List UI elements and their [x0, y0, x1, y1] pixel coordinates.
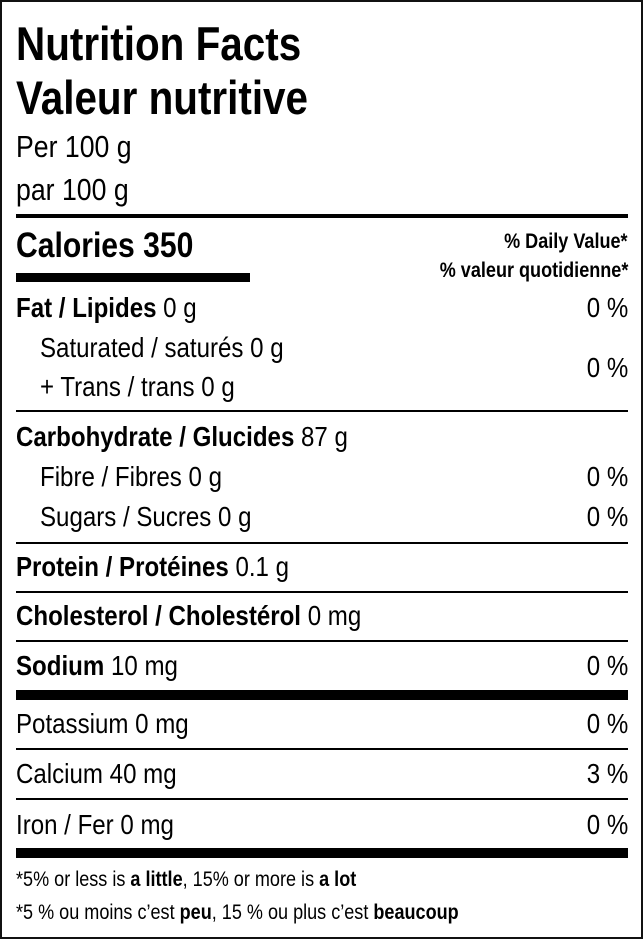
calcium-label: Calcium — [16, 758, 103, 789]
title-fr: Valeur nutritive — [16, 71, 309, 124]
potassium-dv: 0 % — [586, 708, 628, 739]
divider-thick — [16, 690, 628, 700]
trans-row: + Trans / trans 0 g — [40, 373, 235, 401]
divider — [16, 410, 628, 412]
sodium-amount: 10 mg — [110, 650, 178, 681]
carbohydrate-label: Carbohydrate / Glucides — [16, 421, 295, 452]
calories: Calories 350 — [16, 228, 193, 263]
fat-label: Fat / Lipides — [16, 292, 157, 323]
cholesterol-label: Cholesterol / Cholestérol — [16, 600, 302, 631]
sodium-dv: 0 % — [586, 650, 628, 681]
fat-amount: 0 g — [163, 292, 197, 323]
footnote-text: , 15% or more is — [182, 868, 320, 891]
carbohydrate-row: Carbohydrate / Glucides 87 g — [16, 423, 348, 451]
sugars-amount: 0 g — [218, 501, 252, 532]
saturated-row: Saturated / saturés 0 g — [40, 334, 284, 362]
saturated-label: Saturated / saturés — [40, 332, 244, 363]
calories-bar — [16, 273, 250, 282]
iron-row: Iron / Fer 0 mg — [16, 811, 174, 839]
protein-row: Protein / Protéines 0.1 g — [16, 553, 289, 581]
footnote-fr: *5 % ou moins c’est peu, 15 % ou plus c’… — [16, 902, 459, 923]
fibre-row: Fibre / Fibres 0 g — [40, 463, 222, 491]
divider — [16, 542, 628, 544]
calcium-row: Calcium 40 mg — [16, 760, 177, 788]
iron-label: Iron / Fer — [16, 809, 114, 840]
daily-value-fr: % valeur quotidienne* — [439, 259, 628, 282]
iron-dv: 0 % — [586, 809, 628, 840]
daily-value-en: % Daily Value* — [504, 230, 628, 253]
protein-label: Protein / Protéines — [16, 551, 229, 582]
protein-amount: 0.1 g — [235, 551, 290, 582]
calcium-amount: 40 mg — [109, 758, 177, 789]
sugars-row: Sugars / Sucres 0 g — [40, 503, 251, 531]
divider — [16, 798, 628, 800]
carbohydrate-amount: 87 g — [301, 421, 348, 452]
calories-label: Calories — [16, 226, 135, 265]
divider — [16, 748, 628, 750]
cholesterol-row: Cholesterol / Cholestérol 0 mg — [16, 602, 361, 630]
footnote-en: *5% or less is a little, 15% or more is … — [16, 869, 356, 890]
sugars-dv: 0 % — [586, 501, 628, 532]
fibre-label: Fibre / Fibres — [40, 461, 182, 492]
serving-size-en: Per 100 g — [16, 129, 132, 164]
potassium-amount: 0 mg — [135, 708, 189, 739]
sat-trans-dv: 0 % — [586, 352, 628, 383]
fibre-amount: 0 g — [188, 461, 223, 492]
calcium-dv: 3 % — [586, 758, 628, 789]
footnote-text: , 15 % ou plus c’est — [211, 901, 374, 924]
divider — [16, 591, 628, 593]
footnote-bold: a lot — [319, 868, 357, 891]
potassium-label: Potassium — [16, 708, 129, 739]
fibre-dv: 0 % — [586, 461, 628, 492]
trans-amount: 0 g — [201, 371, 235, 402]
fat-row: Fat / Lipides 0 g — [16, 294, 197, 322]
divider-thick — [16, 848, 628, 858]
fat-dv: 0 % — [586, 292, 628, 323]
sodium-row: Sodium 10 mg — [16, 652, 178, 680]
divider — [16, 640, 628, 642]
footnote-text: *5 % ou moins c’est — [16, 901, 180, 924]
trans-label: + Trans / trans — [40, 371, 195, 402]
footnote-bold: peu — [179, 901, 212, 924]
title-en: Nutrition Facts — [16, 17, 302, 70]
iron-amount: 0 mg — [120, 809, 174, 840]
divider — [16, 214, 628, 218]
sugars-label: Sugars / Sucres — [40, 501, 212, 532]
footnote-bold: beaucoup — [373, 901, 459, 924]
calories-value: 350 — [143, 226, 194, 265]
footnote-text: *5% or less is — [16, 868, 131, 891]
saturated-amount: 0 g — [250, 332, 284, 363]
cholesterol-amount: 0 mg — [307, 600, 362, 631]
potassium-row: Potassium 0 mg — [16, 710, 189, 738]
serving-size-fr: par 100 g — [16, 172, 129, 207]
footnote-bold: a little — [130, 868, 183, 891]
sodium-label: Sodium — [16, 650, 105, 681]
